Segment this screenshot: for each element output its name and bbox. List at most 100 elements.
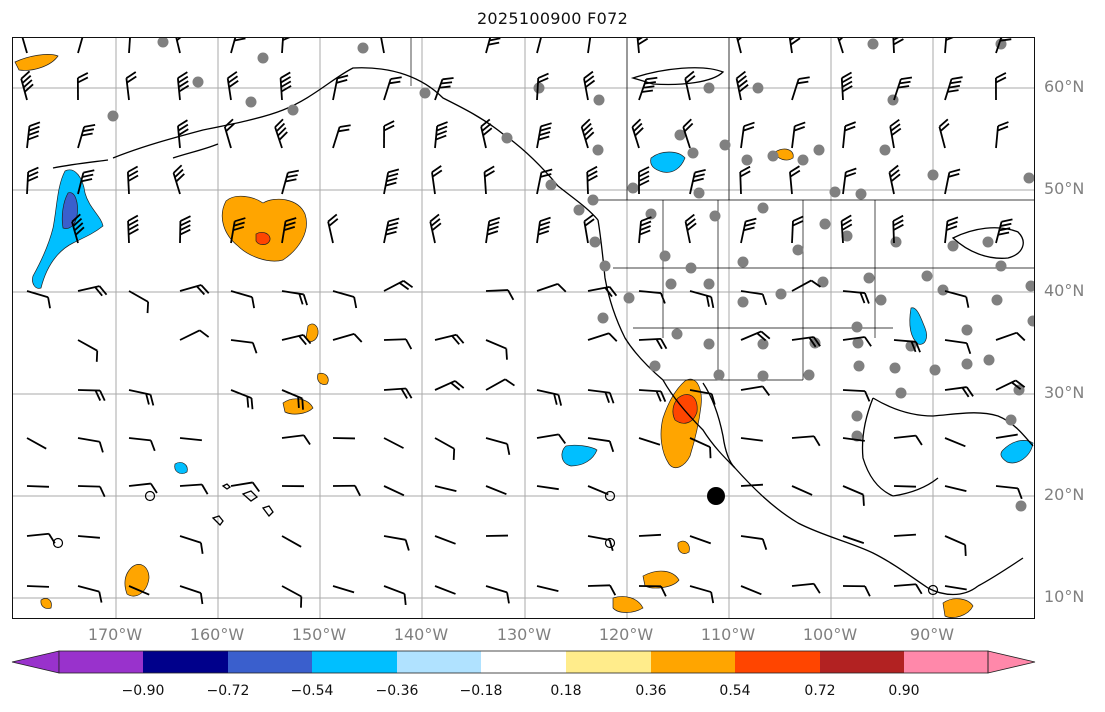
- wind-barb: [179, 585, 204, 605]
- wind-barb: [638, 338, 668, 350]
- wind-barb: [383, 535, 410, 551]
- wind-barb: [684, 70, 696, 101]
- colorbar-extend-low: [11, 650, 60, 674]
- wind-barb: [383, 437, 404, 449]
- wind-barb: [230, 38, 246, 54]
- wind-barb: [230, 217, 246, 244]
- wind-barb: [995, 121, 1009, 149]
- wind-barb: [173, 38, 187, 54]
- colorbar-tick-label: 0.18: [550, 683, 582, 699]
- colorbar-extend-high: [987, 650, 1036, 674]
- wind-barb: [842, 585, 871, 597]
- wind-barb: [944, 168, 961, 195]
- wind-barb: [383, 217, 400, 244]
- wind-barb: [128, 38, 132, 54]
- lon-label-90w: 90°W: [909, 625, 955, 644]
- wind-barb: [944, 339, 972, 355]
- wind-barb: [791, 336, 821, 348]
- wind-barb: [434, 380, 465, 391]
- wind-barb: [281, 169, 299, 195]
- calm-wind-circles: [52, 490, 939, 596]
- wind-barb: [281, 585, 303, 608]
- wind-barb: [332, 332, 363, 343]
- wind-barb: [536, 585, 559, 593]
- wind-barb: [485, 378, 515, 391]
- wind-barb: [179, 535, 204, 554]
- contour-positive-south-5: [612, 596, 644, 613]
- wind-barb: [587, 389, 615, 404]
- colorbar-segment: [481, 651, 566, 673]
- wind-barb: [739, 165, 751, 195]
- wind-barb: [128, 482, 158, 494]
- wind-barb: [835, 38, 848, 54]
- wind-barb: [689, 437, 712, 459]
- wind-barb: [77, 535, 100, 539]
- wind-barb: [893, 434, 923, 446]
- lat-label-30n: 30°N: [1044, 383, 1085, 402]
- wind-barb: [740, 385, 770, 396]
- wind-barb: [995, 379, 1026, 391]
- wind-barb: [332, 585, 355, 594]
- wind-barb: [740, 585, 762, 596]
- wind-barb: [636, 38, 649, 54]
- wind-barb: [689, 168, 706, 195]
- wind-barb: [485, 485, 507, 496]
- contour-positive-nw-corner: [14, 54, 59, 71]
- wind-barb: [128, 389, 155, 406]
- gridlines: [13, 38, 1034, 618]
- wind-barb: [172, 164, 185, 195]
- wind-barb: [944, 437, 966, 448]
- wind-barb: [840, 214, 853, 244]
- wind-barb: [281, 334, 312, 346]
- wind-barb: [684, 213, 697, 244]
- wind-barb: [842, 336, 872, 347]
- wind-barb: [740, 121, 755, 149]
- wind-barb: [431, 165, 443, 195]
- wind-barb: [740, 483, 764, 487]
- wind-barb: [71, 213, 85, 244]
- wind-barb: [19, 38, 28, 54]
- wind-barb: [740, 217, 757, 244]
- wind-barb: [77, 339, 99, 362]
- wind-barb: [281, 389, 304, 410]
- wind-barb: [791, 435, 821, 447]
- lon-label-110w: 110°W: [700, 625, 756, 644]
- wind-barb: [587, 584, 617, 596]
- colorbar-tick-label: −0.72: [206, 683, 250, 699]
- wind-barb: [77, 585, 103, 603]
- wind-barb: [383, 120, 395, 149]
- wind-barb: [892, 214, 904, 244]
- wind-barb: [944, 485, 967, 493]
- wind-barb: [77, 285, 108, 297]
- colorbar-tick-label: −0.54: [290, 683, 334, 699]
- wind-barb: [77, 485, 106, 498]
- contour-positive-south-2: [642, 570, 680, 589]
- wind-barb: [842, 121, 856, 149]
- wind-barb: [586, 165, 598, 195]
- wind-barb: [536, 168, 553, 195]
- wind-barb: [995, 218, 1013, 244]
- colorbar-segment: [820, 651, 904, 673]
- wind-barb: [281, 434, 311, 446]
- wind-barb: [893, 533, 917, 537]
- wind-barb: [689, 389, 716, 405]
- wind-barb: [536, 283, 567, 293]
- wind-barb: [383, 279, 414, 292]
- wind-barb: [944, 585, 967, 591]
- wind-barb: [938, 118, 950, 149]
- wind-barb: [480, 118, 493, 149]
- contour-negative-midwest: [909, 307, 927, 345]
- wind-barb: [536, 72, 549, 101]
- wind-barb: [485, 216, 501, 244]
- wind-barb: [434, 585, 456, 595]
- wind-barb: [892, 38, 904, 54]
- wind-barb: [434, 333, 465, 345]
- wind-barb: [485, 437, 511, 456]
- wind-barb: [281, 217, 297, 244]
- colorbar-tick-label: 0.54: [719, 683, 751, 699]
- wind-barb: [434, 535, 456, 545]
- wind-barb: [434, 437, 456, 460]
- wind-barb: [789, 165, 801, 195]
- wind-barb: [26, 585, 50, 588]
- wind-barb: [281, 38, 294, 54]
